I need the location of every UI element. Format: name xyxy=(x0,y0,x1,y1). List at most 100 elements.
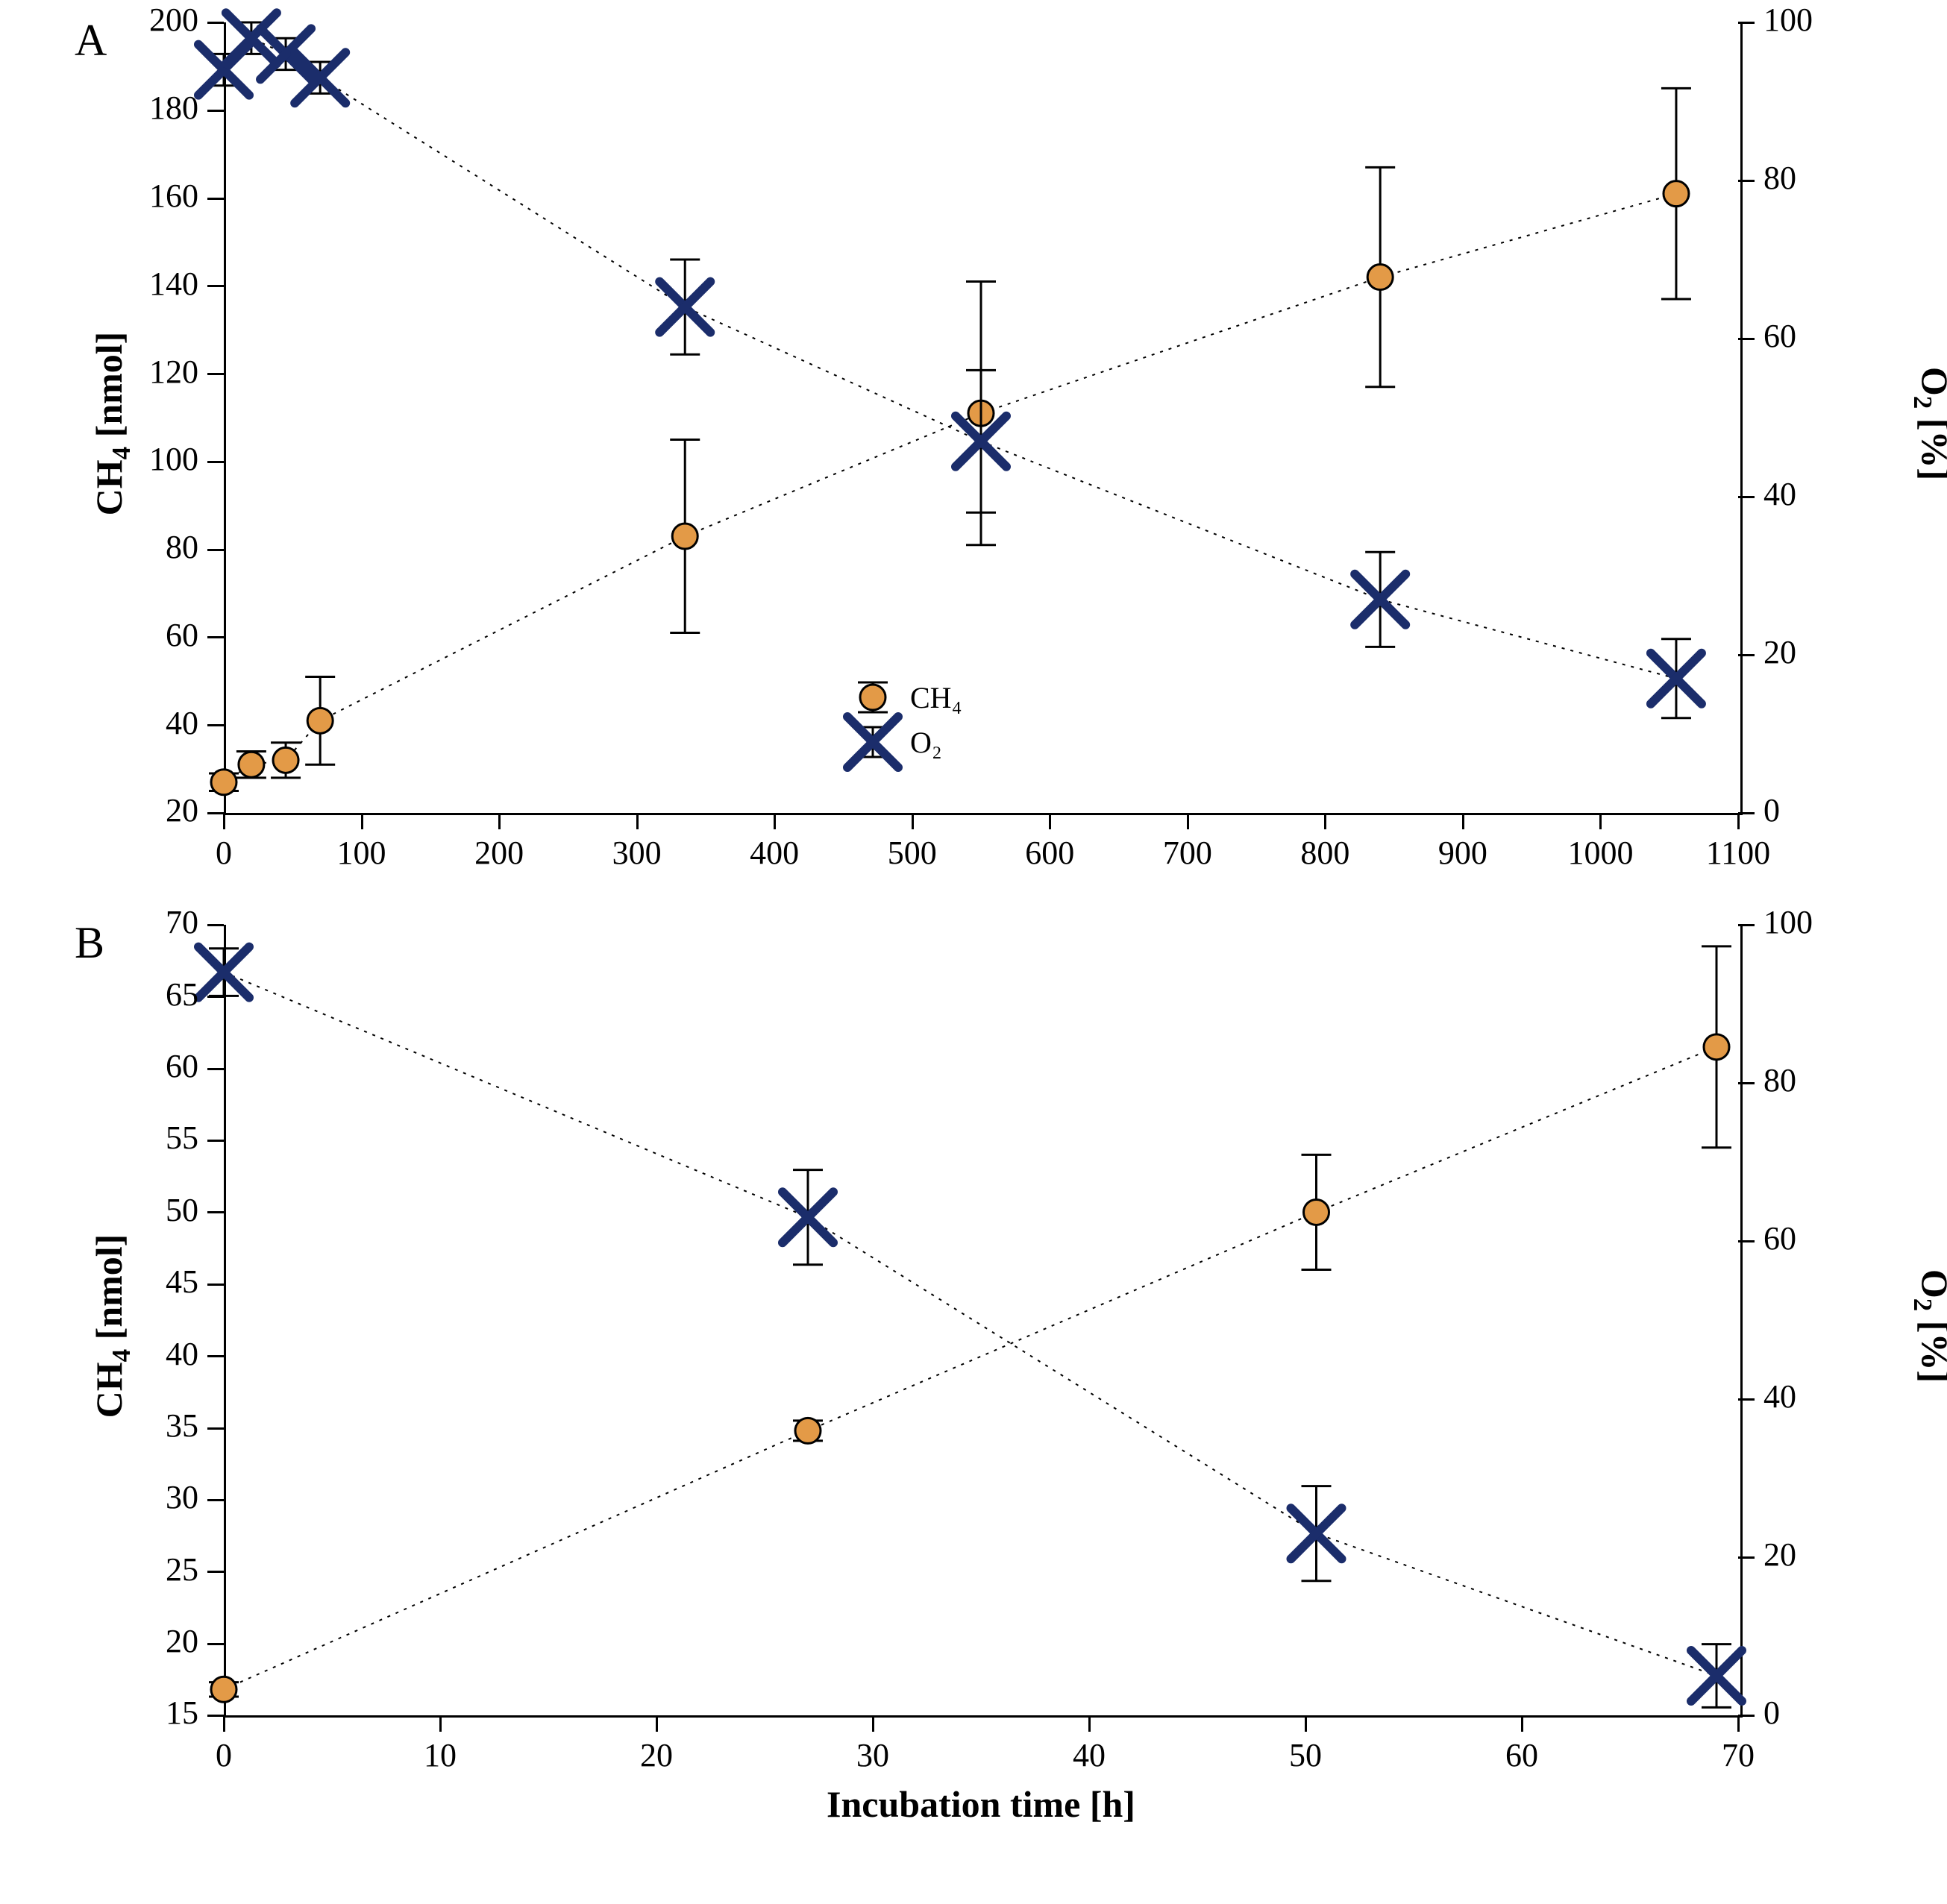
y2-tick-label: 0 xyxy=(1763,791,1780,829)
y1-tick xyxy=(207,1284,224,1286)
x-tick xyxy=(1049,813,1051,829)
y2-tick xyxy=(1738,1240,1755,1242)
y2-tick xyxy=(1738,496,1755,498)
y2-tick xyxy=(1738,1715,1755,1717)
legend-o2-label: O₂ xyxy=(910,726,942,759)
panel-a: 0100200300400500600700800900100011002040… xyxy=(224,22,1738,813)
x-tick-label: 30 xyxy=(828,1736,918,1774)
y1-tick xyxy=(207,1427,224,1430)
y2-tick-label: 100 xyxy=(1763,1,1813,39)
y1-tick-label: 30 xyxy=(87,1478,198,1516)
x-tick-label: 1100 xyxy=(1693,834,1783,872)
y2-tick xyxy=(1738,1556,1755,1559)
y1-tick xyxy=(207,996,224,998)
x-tick xyxy=(1599,813,1602,829)
ch4-point xyxy=(1304,1199,1329,1225)
x-tick xyxy=(636,813,639,829)
x-tick xyxy=(912,813,914,829)
y1-tick-label: 65 xyxy=(87,975,198,1014)
x-tick-label: 700 xyxy=(1143,834,1232,872)
panel-corner-label: A xyxy=(75,15,107,66)
ch4-point xyxy=(211,770,236,795)
x-tick-label: 20 xyxy=(612,1736,701,1774)
y1-tick xyxy=(207,636,224,638)
x-tick-label: 10 xyxy=(395,1736,485,1774)
y2-tick xyxy=(1738,812,1755,814)
figure: 0100200300400500600700800900100011002040… xyxy=(0,0,1947,1904)
y1-tick-label: 160 xyxy=(87,177,198,215)
y2-tick xyxy=(1738,654,1755,656)
y1-axis-label: CH4 [nmol] xyxy=(87,1214,137,1438)
x-tick xyxy=(498,813,501,829)
y1-tick-label: 60 xyxy=(87,616,198,654)
y1-tick xyxy=(207,461,224,463)
ch4-point xyxy=(273,747,298,773)
y2-tick-label: 60 xyxy=(1763,1219,1796,1257)
x-tick xyxy=(361,813,363,829)
x-tick xyxy=(1324,813,1326,829)
x-tick-label: 0 xyxy=(179,834,269,872)
ch4-point xyxy=(1704,1034,1729,1060)
y2-axis-label: O2 [%] xyxy=(1907,327,1947,521)
y1-tick xyxy=(207,373,224,375)
series-line xyxy=(224,1047,1716,1689)
y2-tick-label: 100 xyxy=(1763,903,1813,941)
data-overlay xyxy=(224,925,1738,1715)
x-tick xyxy=(1187,813,1189,829)
y2-tick xyxy=(1738,338,1755,340)
x-tick xyxy=(1305,1715,1307,1732)
x-tick xyxy=(1521,1715,1523,1732)
x-tick-label: 900 xyxy=(1418,834,1508,872)
y1-axis-label: CH4 [nmol] xyxy=(87,312,137,535)
x-tick-label: 40 xyxy=(1044,1736,1134,1774)
panel-b: 0102030405060701520253035404550556065700… xyxy=(224,925,1738,1715)
ch4-point xyxy=(239,752,264,777)
y1-tick xyxy=(207,924,224,926)
y1-tick xyxy=(207,198,224,200)
y2-tick-label: 40 xyxy=(1763,1377,1796,1416)
x-tick-label: 1000 xyxy=(1555,834,1645,872)
y2-tick-label: 20 xyxy=(1763,633,1796,671)
ch4-point xyxy=(211,1677,236,1702)
y2-axis-label: O2 [%] xyxy=(1907,1229,1947,1423)
x-tick-label: 60 xyxy=(1477,1736,1567,1774)
y1-tick xyxy=(207,1068,224,1070)
y2-tick-label: 20 xyxy=(1763,1536,1796,1574)
y1-tick xyxy=(207,1499,224,1501)
x-tick xyxy=(656,1715,658,1732)
y2-tick-label: 80 xyxy=(1763,159,1796,197)
y1-tick-label: 25 xyxy=(87,1550,198,1589)
y1-tick xyxy=(207,1355,224,1357)
ch4-point xyxy=(307,708,333,733)
x-tick xyxy=(774,813,776,829)
y2-tick xyxy=(1738,22,1755,24)
y1-tick xyxy=(207,1211,224,1213)
x-tick xyxy=(1462,813,1464,829)
y2-tick-label: 0 xyxy=(1763,1694,1780,1732)
x-tick xyxy=(1737,813,1740,829)
x-tick-label: 400 xyxy=(730,834,819,872)
y1-tick-label: 20 xyxy=(87,791,198,829)
legend: CH₄ O₂ xyxy=(843,671,1104,776)
y1-tick-label: 180 xyxy=(87,89,198,127)
y1-tick xyxy=(207,549,224,551)
x-tick-label: 600 xyxy=(1005,834,1094,872)
x-tick xyxy=(872,1715,874,1732)
panel-corner-label: B xyxy=(75,917,104,969)
y1-tick-label: 20 xyxy=(87,1622,198,1660)
y1-tick xyxy=(207,812,224,814)
y2-tick xyxy=(1738,180,1755,182)
series-line xyxy=(224,973,1716,1676)
legend-ch4-label: CH₄ xyxy=(910,681,962,714)
x-tick-label: 50 xyxy=(1261,1736,1350,1774)
x-tick xyxy=(223,813,225,829)
y1-tick-label: 55 xyxy=(87,1119,198,1157)
ch4-point xyxy=(672,524,697,549)
y1-tick xyxy=(207,1571,224,1573)
y1-tick-label: 140 xyxy=(87,265,198,303)
y1-tick xyxy=(207,110,224,112)
y2-tick-label: 80 xyxy=(1763,1061,1796,1099)
y1-tick xyxy=(207,1140,224,1142)
x-tick-label: 100 xyxy=(317,834,407,872)
x-tick-label: 0 xyxy=(179,1736,269,1774)
